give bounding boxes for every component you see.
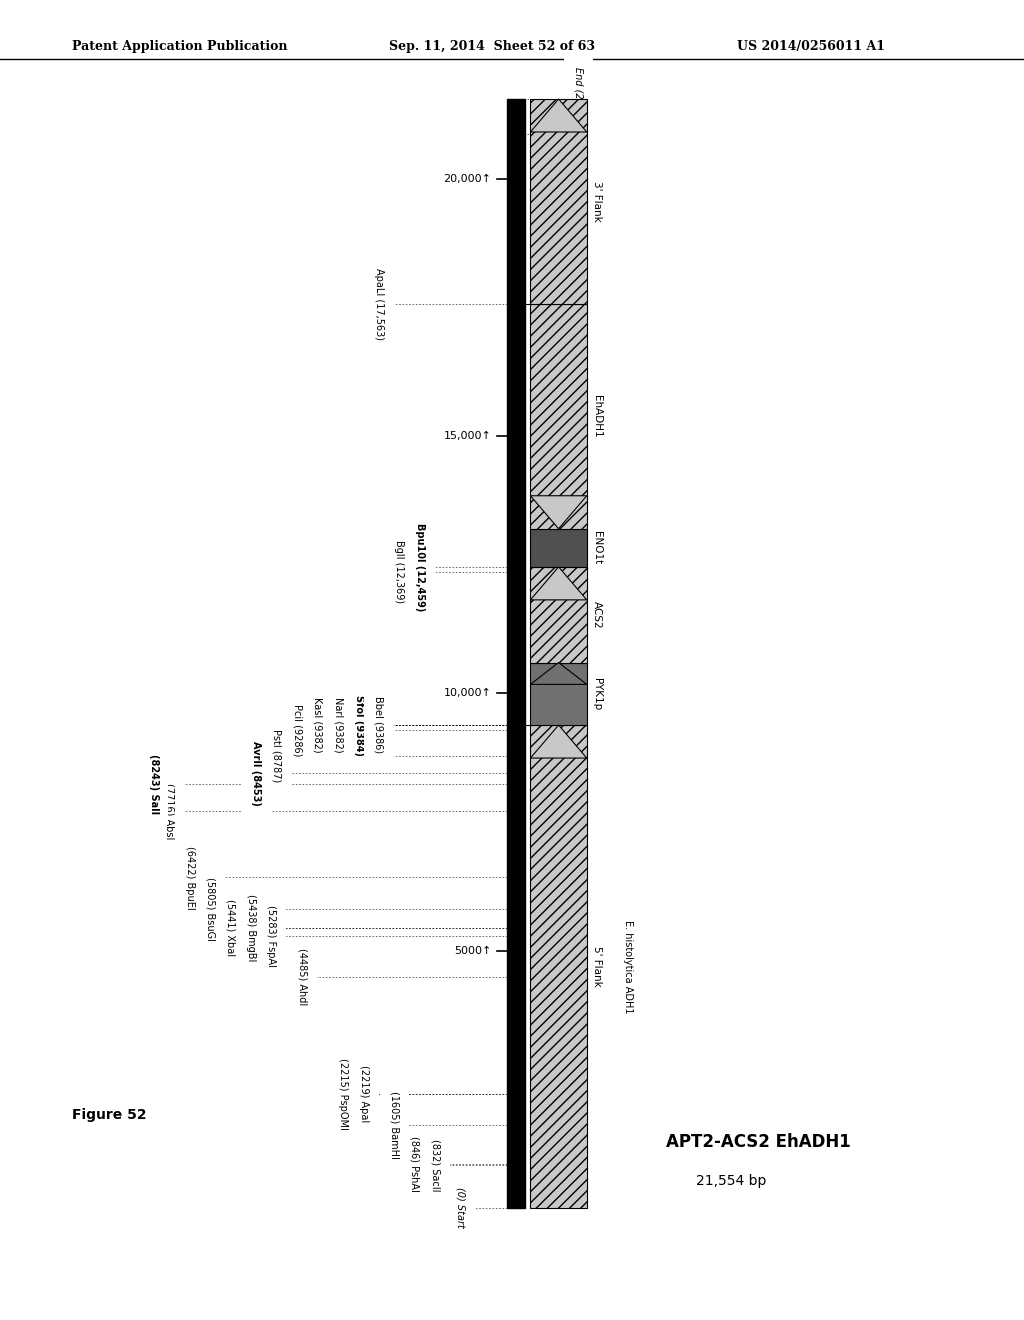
Text: BglI (12,369): BglI (12,369) [394,540,404,603]
Text: (6422) BpuEI: (6422) BpuEI [184,846,195,909]
Text: (0) Start: (0) Start [456,1188,466,1228]
Text: 20,000↑: 20,000↑ [443,174,492,183]
Text: 5000↑: 5000↑ [455,945,492,956]
Text: AvrII (8453): AvrII (8453) [251,741,261,805]
Text: (2215) PspOMI: (2215) PspOMI [338,1057,348,1130]
FancyBboxPatch shape [530,663,587,725]
Text: ACS2: ACS2 [592,601,602,628]
Text: 21,554 bp: 21,554 bp [696,1175,767,1188]
Text: (4485) AhdI: (4485) AhdI [297,949,307,1006]
Text: Figure 52: Figure 52 [72,1109,146,1122]
Text: End (21,554): End (21,554) [573,67,584,131]
Text: BbeI (9386): BbeI (9386) [374,697,384,754]
Text: (5283) FspAI: (5283) FspAI [266,906,276,968]
Text: 15,000↑: 15,000↑ [443,432,492,441]
FancyBboxPatch shape [530,305,587,529]
Text: 11981: 11981 [563,709,573,742]
Text: (5805) BsuGI: (5805) BsuGI [205,878,215,941]
Text: (2219) ApaI: (2219) ApaI [358,1065,369,1122]
Text: 5' Flank: 5' Flank [592,946,602,987]
Text: Sep. 11, 2014  Sheet 52 of 63: Sep. 11, 2014 Sheet 52 of 63 [389,40,595,53]
Text: 11986: 11986 [563,288,573,321]
Polygon shape [530,663,587,684]
Text: US 2014/0256011 A1: US 2014/0256011 A1 [737,40,886,53]
Text: PstI (8787): PstI (8787) [271,729,282,783]
Polygon shape [530,496,587,529]
Text: SfoI (9384): SfoI (9384) [353,694,364,755]
Text: (8243) SalI: (8243) SalI [148,754,159,814]
FancyBboxPatch shape [530,725,587,1208]
Polygon shape [530,99,587,132]
Text: BspEI (20,878): BspEI (20,878) [553,98,563,170]
Text: 10,000↑: 10,000↑ [443,688,492,698]
Polygon shape [530,566,587,599]
Text: NarI (9382): NarI (9382) [333,697,343,752]
Text: (832) SacII: (832) SacII [430,1139,440,1191]
Text: (846) PshAI: (846) PshAI [410,1137,420,1192]
Text: KasI (9382): KasI (9382) [312,697,323,752]
Text: 3' Flank: 3' Flank [592,181,602,222]
Text: EhADH1: EhADH1 [592,395,602,438]
Text: (7716) AbsI: (7716) AbsI [164,783,174,840]
Text: Bpu10I (12,459): Bpu10I (12,459) [415,523,425,611]
Text: PYK1p: PYK1p [592,677,602,710]
FancyBboxPatch shape [530,566,587,663]
Polygon shape [530,725,587,758]
Text: Patent Application Publication: Patent Application Publication [72,40,287,53]
Text: ApaLI (17,563): ApaLI (17,563) [374,268,384,341]
Text: E. histolytica ADH1: E. histolytica ADH1 [623,920,633,1014]
Text: ENO1t: ENO1t [592,531,602,565]
Text: (5441) XbaI: (5441) XbaI [225,899,236,957]
Text: PciI (9286): PciI (9286) [292,704,302,756]
Text: (5438) BmgBI: (5438) BmgBI [246,895,256,962]
Text: (1605) BamHI: (1605) BamHI [389,1092,399,1159]
FancyBboxPatch shape [530,99,587,305]
FancyBboxPatch shape [530,529,587,566]
Text: APT2-ACS2 EhADH1: APT2-ACS2 EhADH1 [666,1133,850,1151]
